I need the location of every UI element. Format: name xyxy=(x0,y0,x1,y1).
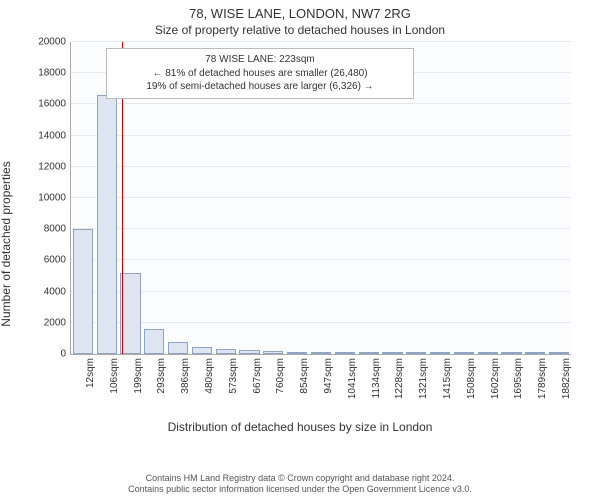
x-tick-label: 1882sqm xyxy=(561,358,572,399)
histogram-bar xyxy=(97,95,117,354)
y-tick-label: 14000 xyxy=(18,130,66,141)
y-tick-label: 2000 xyxy=(18,317,66,328)
x-tick-label: 1134sqm xyxy=(371,358,382,398)
footer-line-2: Contains public sector information licen… xyxy=(0,484,600,496)
x-tick-label: 1789sqm xyxy=(537,358,548,399)
histogram-bar xyxy=(168,342,188,354)
y-tick-label: 18000 xyxy=(18,68,66,79)
x-tick-container: 12sqm 106sqm 199sqm 293sqm 386sqm 480sqm 573sq… xyxy=(70,354,570,414)
footer-line-1: Contains HM Land Registry data © Crown c… xyxy=(0,473,600,485)
plot-area: 78 WISE LANE: 223sqm ← 81% of detached h… xyxy=(70,42,571,355)
x-axis-label: Distribution of detached houses by size … xyxy=(168,420,433,434)
x-tick-label: 760sqm xyxy=(275,358,286,394)
x-tick-label: 199sqm xyxy=(133,358,144,394)
histogram-bar xyxy=(73,229,93,354)
chart-title: 78, WISE LANE, LONDON, NW7 2RG xyxy=(0,0,600,21)
y-tick-label: 16000 xyxy=(18,99,66,110)
x-tick-label: 947sqm xyxy=(323,358,334,394)
x-tick-label: 1041sqm xyxy=(347,358,358,399)
footer: Contains HM Land Registry data © Crown c… xyxy=(0,473,600,496)
x-tick-label: 1415sqm xyxy=(442,358,453,399)
x-tick-label: 12sqm xyxy=(85,358,96,388)
y-tick-label: 0 xyxy=(18,349,66,360)
y-tick-label: 20000 xyxy=(18,37,66,48)
y-tick-label: 12000 xyxy=(18,161,66,172)
x-tick-label: 573sqm xyxy=(228,358,239,394)
chart-container: 78, WISE LANE, LONDON, NW7 2RG Size of p… xyxy=(0,0,600,500)
info-line-2: ← 81% of detached houses are smaller (26… xyxy=(115,67,405,81)
x-tick-label: 386sqm xyxy=(180,358,191,394)
x-tick-label: 1228sqm xyxy=(394,358,405,399)
x-tick-label: 1321sqm xyxy=(418,358,429,399)
info-box: 78 WISE LANE: 223sqm ← 81% of detached h… xyxy=(106,48,414,99)
x-tick-label: 667sqm xyxy=(252,358,263,394)
histogram-bar xyxy=(192,347,212,354)
x-tick-label: 1695sqm xyxy=(513,358,524,399)
y-tick-label: 10000 xyxy=(18,193,66,204)
histogram-bar xyxy=(144,329,164,354)
x-tick-label: 1508sqm xyxy=(466,358,477,399)
x-tick-label: 480sqm xyxy=(204,358,215,394)
chart-subtitle: Size of property relative to detached ho… xyxy=(0,21,600,37)
y-tick-label: 4000 xyxy=(18,286,66,297)
info-line-1: 78 WISE LANE: 223sqm xyxy=(115,53,405,67)
x-tick-label: 1602sqm xyxy=(490,358,501,399)
x-tick-label: 293sqm xyxy=(156,358,167,394)
x-tick-label: 854sqm xyxy=(299,358,310,394)
y-tick-label: 8000 xyxy=(18,224,66,235)
y-tick-label: 6000 xyxy=(18,255,66,266)
x-tick-label: 106sqm xyxy=(109,358,120,394)
chart-wrap: Number of detached properties 0200040006… xyxy=(12,42,588,432)
y-tick-container: 0200040006000800010000120001400016000180… xyxy=(12,42,70,354)
info-line-3: 19% of semi-detached houses are larger (… xyxy=(115,80,405,94)
histogram-bar xyxy=(120,273,140,354)
